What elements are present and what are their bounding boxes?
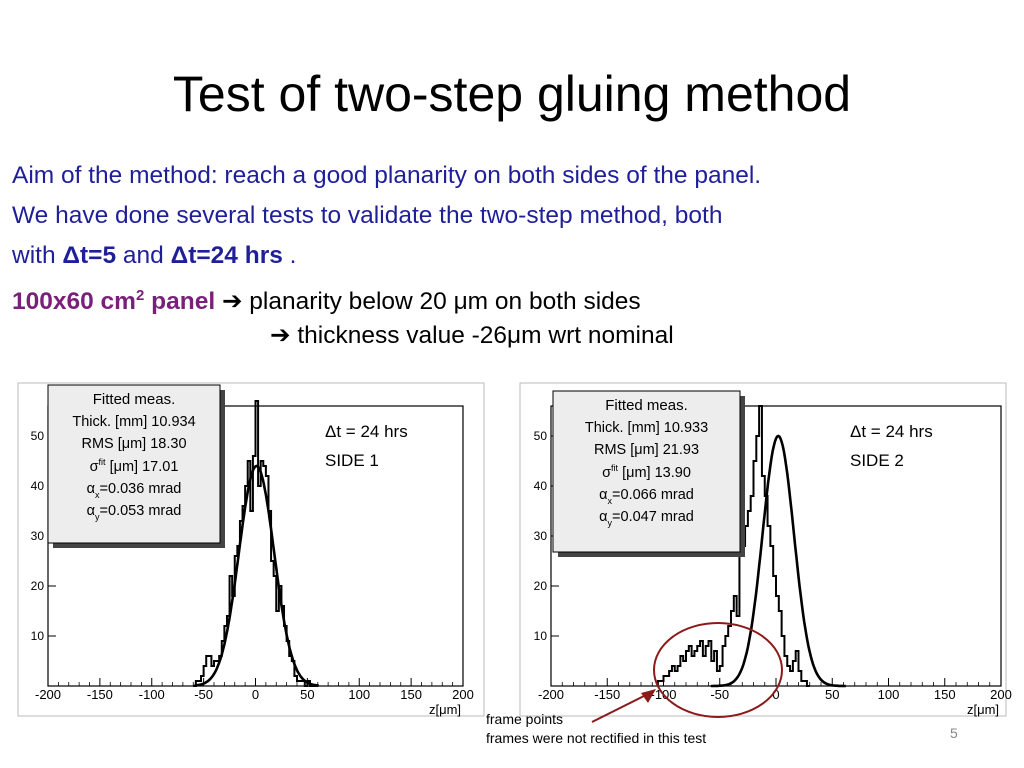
panel-word: panel bbox=[144, 288, 216, 316]
stats-sigma-fit: σfit [μm] 17.01 bbox=[90, 457, 179, 475]
y-tick-label: 10 bbox=[31, 629, 45, 643]
stats-alpha-y: αy=0.047 mrad bbox=[599, 509, 694, 528]
alpha-symbol: α bbox=[87, 503, 95, 519]
stats-alpha-y: αy=0.053 mrad bbox=[87, 503, 182, 522]
sigma-symbol: σ bbox=[90, 459, 99, 475]
dt-text-a: with bbox=[12, 242, 63, 269]
y-tick-label: 30 bbox=[534, 529, 548, 543]
x-tick-label: 100 bbox=[878, 687, 900, 702]
y-tick-label: 40 bbox=[534, 479, 548, 493]
panel-size-text: 100x60 cm bbox=[12, 288, 136, 316]
stats-title: Fitted meas. bbox=[93, 391, 176, 408]
dt5-value: Δt=5 bbox=[62, 242, 117, 269]
alpha-y-value: =0.047 mrad bbox=[612, 509, 694, 525]
histogram-panel-2: -200 -150 -100 -50 0 50 100 150 2001020304050Fit… bbox=[519, 382, 1012, 717]
sigma-value: [μm] 17.01 bbox=[106, 459, 179, 475]
x-tick-label: 0 bbox=[252, 687, 259, 702]
arrow-icon: ➔ bbox=[270, 322, 291, 349]
x-tick-label: 50 bbox=[825, 687, 839, 702]
plot-label-side: SIDE 2 bbox=[850, 451, 904, 470]
alpha-symbol: α bbox=[87, 481, 95, 497]
aim-line: Aim of the method: reach a good planarit… bbox=[12, 162, 762, 189]
annotation-arrow-line bbox=[591, 694, 647, 723]
frame-points-circle bbox=[653, 622, 783, 718]
slide-title: Test of two-step gluing method bbox=[172, 66, 852, 122]
stats-rms: RMS [μm] 21.93 bbox=[594, 442, 699, 458]
x-tick-label: -200 bbox=[35, 687, 61, 702]
stats-alpha-x: αx=0.036 mrad bbox=[87, 481, 182, 500]
alpha-sub: x bbox=[95, 490, 100, 500]
y-tick-label: 20 bbox=[534, 579, 548, 593]
dt-text-c: . bbox=[282, 242, 297, 269]
alpha-x-value: =0.036 mrad bbox=[100, 481, 182, 497]
y-tick-label: 50 bbox=[31, 429, 45, 443]
alpha-sub: y bbox=[608, 518, 613, 528]
stats-box bbox=[47, 384, 221, 544]
sigma-sup: fit bbox=[611, 463, 619, 473]
sigma-symbol: σ bbox=[602, 465, 611, 481]
x-tick-label: 50 bbox=[300, 687, 314, 702]
dt-text-b: and bbox=[116, 242, 171, 269]
stats-rms: RMS [μm] 18.30 bbox=[81, 436, 186, 452]
y-tick-label: 40 bbox=[31, 479, 45, 493]
dt-line: with Δt=5 and Δt=24 hrs . bbox=[12, 236, 1012, 276]
alpha-sub: x bbox=[608, 496, 613, 506]
stats-sigma-fit: σfit [μm] 13.90 bbox=[602, 463, 691, 481]
dt24-value: Δt=24 hrs bbox=[170, 242, 283, 269]
y-tick-label: 10 bbox=[534, 629, 548, 643]
bullet-text: Aim of the method: reach a good planarit… bbox=[12, 156, 1012, 356]
x-tick-label: 200 bbox=[990, 687, 1012, 702]
x-tick-label: -50 bbox=[194, 687, 213, 702]
plot-label-side: SIDE 1 bbox=[325, 451, 379, 470]
alpha-symbol: α bbox=[599, 487, 607, 503]
page-number: 5 bbox=[950, 725, 958, 741]
planarity-result: ➔ planarity below 20 μm on both sides bbox=[215, 288, 641, 315]
stats-title: Fitted meas. bbox=[605, 397, 688, 414]
x-axis-label: z[μm] bbox=[967, 702, 999, 717]
histogram-panel-1: -200 -150 -100 -50 0 50 100 150 200 10 20 30 40 50 Fit… bbox=[17, 382, 485, 717]
panel-line: 100x60 cm2 panel ➔ planarity below 20 μm… bbox=[12, 276, 1012, 316]
stats-box bbox=[552, 390, 741, 553]
arrow-icon: ➔ bbox=[221, 288, 243, 316]
sigma-sup: fit bbox=[99, 457, 107, 467]
plot-label-dt: Δt = 24 hrs bbox=[325, 422, 408, 441]
thickness-line: ➔ thickness value -26μm wrt nominal bbox=[12, 316, 1012, 356]
x-tick-label: -200 bbox=[538, 687, 564, 702]
thickness-text: thickness value -26μm wrt nominal bbox=[290, 322, 674, 349]
gaussian-fit-line bbox=[710, 434, 846, 688]
x-tick-label: 150 bbox=[934, 687, 956, 702]
x-tick-label: 100 bbox=[348, 687, 370, 702]
panel-size-sup: 2 bbox=[135, 287, 145, 304]
alpha-x-value: =0.066 mrad bbox=[612, 487, 694, 503]
alpha-y-value: =0.053 mrad bbox=[100, 503, 182, 519]
x-tick-label: 0 bbox=[772, 687, 779, 702]
alpha-sub: y bbox=[95, 512, 100, 522]
y-tick-label: 50 bbox=[534, 429, 548, 443]
x-axis-label: z[μm] bbox=[429, 702, 461, 717]
stats-thickness: Thick. [mm] 10.933 bbox=[585, 420, 708, 436]
plot-label-dt: Δt = 24 hrs bbox=[850, 422, 933, 441]
x-tick-label: -100 bbox=[139, 687, 165, 702]
frame-points-caption: frame points frames were not rectified i… bbox=[486, 710, 706, 748]
caption-line-1: frame points bbox=[486, 711, 564, 727]
planarity-text: planarity below 20 μm on both sides bbox=[242, 288, 641, 316]
y-tick-label: 30 bbox=[31, 529, 45, 543]
x-tick-label: 150 bbox=[400, 687, 422, 702]
histogram-bars bbox=[656, 405, 810, 687]
stats-alpha-x: αx=0.066 mrad bbox=[599, 487, 694, 506]
x-tick-label: -50 bbox=[710, 687, 729, 702]
caption-line-2: frames were not rectified in this test bbox=[486, 730, 707, 746]
y-tick-label: 20 bbox=[31, 579, 45, 593]
gaussian-fit-line bbox=[194, 464, 319, 687]
x-tick-label: -150 bbox=[87, 687, 113, 702]
sigma-value: [μm] 13.90 bbox=[618, 465, 691, 481]
annotation-arrowhead bbox=[641, 689, 656, 703]
panel-size: 100x60 cm2 panel bbox=[12, 287, 216, 316]
stats-thickness: Thick. [mm] 10.934 bbox=[72, 414, 195, 430]
tests-line: We have done several tests to validate t… bbox=[12, 202, 723, 229]
alpha-symbol: α bbox=[599, 509, 607, 525]
x-tick-label: 200 bbox=[452, 687, 474, 702]
x-tick-label: -150 bbox=[594, 687, 620, 702]
